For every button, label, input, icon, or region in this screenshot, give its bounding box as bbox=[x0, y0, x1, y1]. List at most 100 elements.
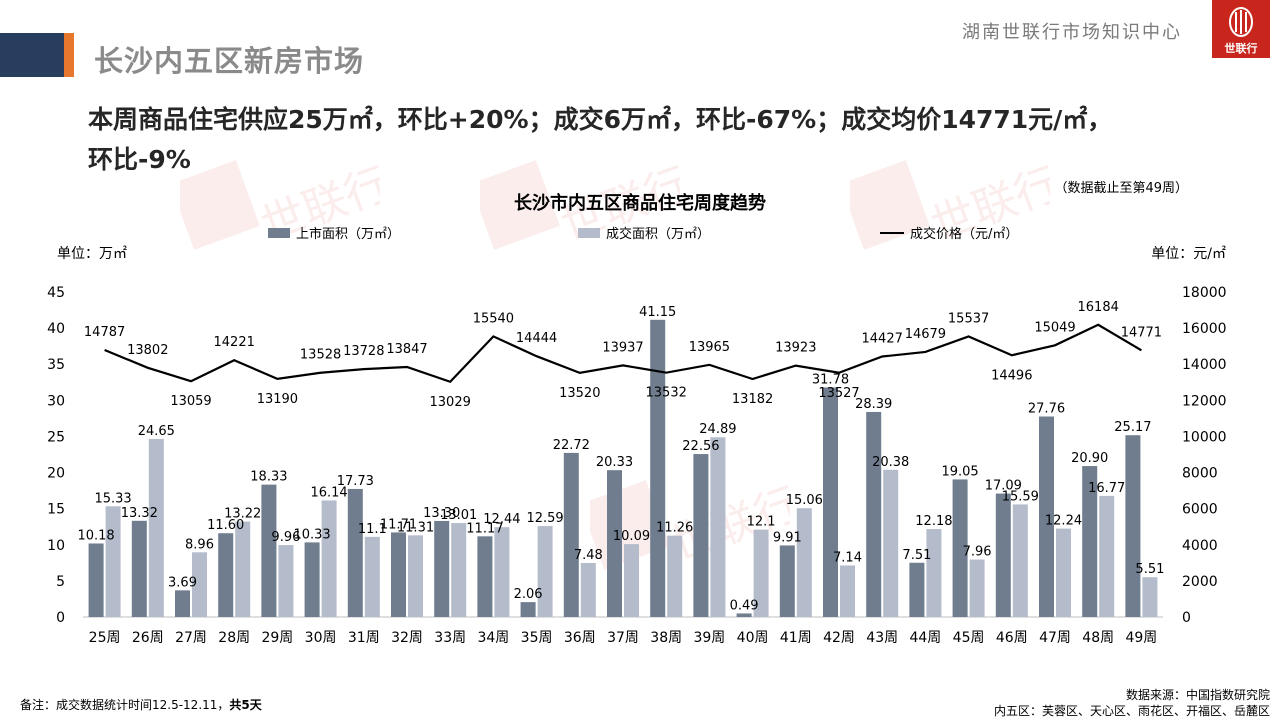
bar-deal bbox=[667, 535, 683, 617]
x-tick-label: 27周 bbox=[175, 630, 207, 646]
bar-supply bbox=[607, 470, 622, 617]
bar-supply bbox=[434, 520, 450, 617]
price-label: 15540 bbox=[473, 311, 514, 326]
bar-supply bbox=[952, 479, 968, 617]
bar-supply-label: 2.06 bbox=[514, 587, 543, 602]
bar-deal bbox=[321, 500, 337, 617]
bar-deal-label: 7.48 bbox=[574, 548, 603, 563]
legend-label-deal: 成交面积（万㎡） bbox=[606, 226, 710, 242]
bar-supply bbox=[1082, 466, 1098, 617]
x-tick-label: 32周 bbox=[391, 630, 423, 646]
x-tick-label: 48周 bbox=[1082, 630, 1114, 646]
bar-supply bbox=[693, 454, 709, 617]
bar-deal-label: 7.96 bbox=[963, 545, 992, 560]
bar-deal-label: 15.59 bbox=[1002, 489, 1039, 504]
footnote-left: 备注：成交数据统计时间12.5-12.11，共5天 bbox=[20, 696, 262, 713]
price-label: 13728 bbox=[343, 344, 384, 359]
bar-deal-label: 24.89 bbox=[699, 422, 736, 437]
bar-deal-label: 12.18 bbox=[915, 514, 952, 529]
bar-deal-label: 11.1 bbox=[358, 522, 387, 537]
bar-deal-label: 5.51 bbox=[1135, 562, 1164, 577]
price-label: 13937 bbox=[602, 340, 643, 355]
bar-supply bbox=[261, 484, 277, 617]
price-label: 13182 bbox=[732, 392, 773, 407]
y-right-tick-label: 14000 bbox=[1182, 357, 1227, 373]
bar-supply bbox=[218, 533, 234, 617]
bar-supply bbox=[909, 562, 925, 617]
x-tick-label: 34周 bbox=[477, 630, 509, 646]
price-label: 14444 bbox=[516, 331, 557, 346]
bar-supply-label: 22.56 bbox=[682, 439, 719, 454]
bar-supply-label: 17.73 bbox=[337, 474, 374, 489]
bar-supply-label: 0.49 bbox=[730, 598, 759, 613]
bar-supply-label: 13.30 bbox=[423, 506, 460, 521]
x-tick-label: 36周 bbox=[564, 630, 596, 646]
y-right-tick-label: 6000 bbox=[1182, 502, 1218, 518]
bar-deal-label: 11.31 bbox=[397, 520, 434, 535]
bar-supply-label: 9.91 bbox=[773, 530, 802, 545]
bar-supply-label: 20.90 bbox=[1071, 451, 1108, 466]
bar-supply-label: 31.78 bbox=[812, 372, 849, 387]
y-axis-left-unit: 单位：万㎡ bbox=[57, 246, 127, 262]
bar-deal-label: 8.96 bbox=[185, 537, 214, 552]
title-bar-block bbox=[0, 33, 64, 77]
price-label: 13847 bbox=[386, 342, 427, 357]
price-label: 14787 bbox=[84, 325, 125, 340]
x-tick-label: 30周 bbox=[305, 630, 337, 646]
bar-deal bbox=[840, 565, 855, 617]
bar-supply bbox=[563, 452, 579, 617]
bar-deal-label: 24.65 bbox=[138, 424, 175, 439]
bar-supply-label: 17.09 bbox=[985, 479, 1022, 494]
bar-deal bbox=[494, 527, 510, 617]
price-label: 13802 bbox=[127, 343, 168, 358]
x-tick-label: 41周 bbox=[780, 630, 812, 646]
bar-supply-label: 22.72 bbox=[553, 438, 590, 453]
price-label: 13528 bbox=[300, 348, 341, 363]
y-left-tick-label: 10 bbox=[47, 538, 65, 554]
chart-title: 长沙市内五区商品住宅周度趋势 bbox=[514, 192, 766, 214]
bar-deal-label: 10.09 bbox=[613, 529, 650, 544]
x-tick-label: 49周 bbox=[1125, 630, 1157, 646]
bar-supply-label: 13.32 bbox=[121, 506, 158, 521]
y-right-tick-label: 0 bbox=[1182, 610, 1191, 626]
y-left-tick-label: 5 bbox=[56, 574, 65, 590]
x-tick-label: 47周 bbox=[1039, 630, 1071, 646]
bar-supply-label: 19.05 bbox=[941, 464, 978, 479]
bar-deal bbox=[1099, 495, 1115, 617]
x-tick-label: 26周 bbox=[132, 630, 164, 646]
bar-supply bbox=[779, 545, 795, 617]
footnote-bold: 共5天 bbox=[229, 698, 262, 712]
y-right-tick-label: 8000 bbox=[1182, 466, 1218, 482]
x-tick-label: 33周 bbox=[434, 630, 466, 646]
x-tick-label: 46周 bbox=[996, 630, 1028, 646]
bar-supply bbox=[175, 590, 190, 617]
x-tick-label: 25周 bbox=[89, 630, 121, 646]
y-right-tick-label: 12000 bbox=[1182, 393, 1227, 409]
bar-supply-label: 11.60 bbox=[207, 518, 244, 533]
y-right-tick-label: 4000 bbox=[1182, 538, 1218, 554]
bar-deal bbox=[624, 544, 639, 617]
bar-deal-label: 11.26 bbox=[656, 521, 693, 536]
bar-supply-label: 11.17 bbox=[466, 521, 503, 536]
x-tick-label: 38周 bbox=[650, 630, 682, 646]
bar-deal bbox=[926, 529, 942, 617]
bar-deal bbox=[408, 535, 423, 617]
bar-supply-label: 7.51 bbox=[902, 548, 931, 563]
bar-deal-label: 7.14 bbox=[833, 550, 862, 565]
price-line bbox=[104, 323, 1142, 384]
logo-text: 世联行 bbox=[1224, 42, 1258, 55]
bar-deal-label: 16.77 bbox=[1088, 481, 1125, 496]
bar-deal bbox=[278, 545, 294, 617]
price-label: 13532 bbox=[646, 386, 687, 401]
y-left-tick-label: 20 bbox=[47, 466, 65, 482]
price-label: 14679 bbox=[905, 327, 946, 342]
headline-line-1: 本周商品住宅供应25万㎡，环比+20%；成交6万㎡，环比-67%；成交均价147… bbox=[88, 105, 1113, 134]
bar-deal-label: 12.24 bbox=[1045, 514, 1082, 529]
bar-supply bbox=[304, 542, 320, 617]
bar-supply-label: 25.17 bbox=[1114, 420, 1151, 435]
bar-deal bbox=[969, 559, 985, 617]
x-tick-label: 39周 bbox=[693, 630, 725, 646]
org-name: 湖南世联行市场知识中心 bbox=[962, 22, 1182, 43]
price-label: 15049 bbox=[1034, 320, 1075, 335]
legend-label-price: 成交价格（元/㎡） bbox=[910, 226, 1018, 242]
